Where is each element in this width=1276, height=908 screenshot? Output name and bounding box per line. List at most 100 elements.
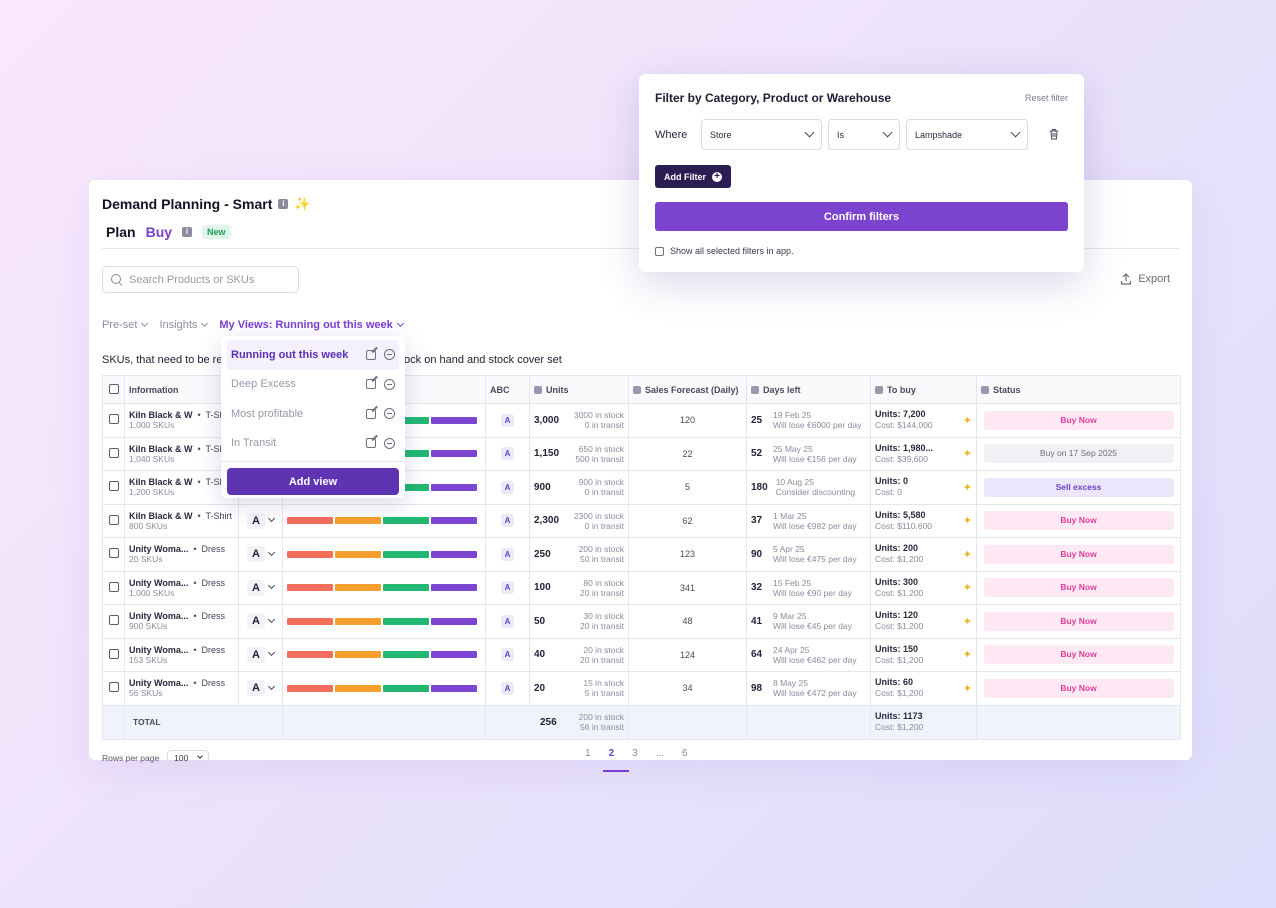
filter-value-select[interactable]: Lampshade <box>906 119 1028 150</box>
tab-buy[interactable]: Buy <box>145 224 173 240</box>
abc-select-cell[interactable]: A <box>238 671 283 706</box>
add-filter-button[interactable]: Add Filter + <box>655 165 731 188</box>
table-row[interactable]: Kiln Black & W • T-Shirt 800 SKUs A A 2,300 2… <box>102 503 1181 538</box>
run-out-date: 9 Mar 25 <box>773 611 807 622</box>
to-buy-cell: Units: 150 Cost: $1,200 ✦ <box>870 637 977 672</box>
remove-icon[interactable] <box>384 349 395 361</box>
sparkle-icon[interactable]: ✦ <box>962 414 972 427</box>
table-row[interactable]: Unity Woma... • Dress 900 SKUs A A 50 30 in s… <box>102 604 1181 639</box>
page-1[interactable]: 1 <box>585 748 591 759</box>
status-button[interactable]: Buy on 17 Sep 2025 <box>983 444 1174 464</box>
row-checkbox[interactable] <box>108 414 119 425</box>
row-checkbox[interactable] <box>108 648 119 659</box>
view-item[interactable]: Most profitable <box>227 399 399 429</box>
row-checkbox[interactable] <box>108 514 119 525</box>
filter-field-select[interactable]: Store <box>701 119 822 150</box>
add-view-button[interactable]: Add view <box>227 468 399 495</box>
product-name: Unity Woma... <box>129 678 189 689</box>
tab-bar: Plan Buy i New <box>106 224 231 240</box>
sparkle-icon[interactable]: ✦ <box>962 548 972 561</box>
show-filters-checkbox[interactable] <box>655 246 664 256</box>
sparkle-icon[interactable]: ✦ <box>962 448 972 461</box>
view-item-label: Deep Excess <box>231 378 296 391</box>
table-row[interactable]: Unity Woma... • Dress 20 SKUs A A 250 200 in … <box>102 537 1181 572</box>
show-filters-option: Show all selected filters in app. <box>655 246 794 256</box>
abc-select-cell[interactable]: A <box>238 537 283 572</box>
status-button[interactable]: Buy Now <box>983 678 1174 698</box>
row-checkbox[interactable] <box>108 548 119 559</box>
page-6[interactable]: 6 <box>682 748 688 759</box>
status-button[interactable]: Buy Now <box>983 645 1174 665</box>
insights-dropdown[interactable]: Insights <box>159 319 209 331</box>
my-views-list: Running out this week Deep Excess Most pro… <box>227 340 399 458</box>
new-badge: New <box>202 225 231 239</box>
page-3[interactable]: 3 <box>632 748 638 759</box>
edit-icon[interactable] <box>366 349 376 360</box>
row-checkbox[interactable] <box>108 615 119 626</box>
product-name: Kiln Black & W <box>129 410 193 421</box>
trash-icon[interactable] <box>1049 128 1059 140</box>
export-button[interactable]: Export <box>1120 273 1170 285</box>
view-item[interactable]: Running out this week <box>227 340 399 370</box>
search-input[interactable] <box>129 273 289 286</box>
abc-select-cell[interactable]: A <box>238 637 283 672</box>
table-row[interactable]: Unity Woma... • Dress 153 SKUs A A 40 20 in s… <box>102 637 1181 672</box>
sparkle-icon[interactable]: ✦ <box>962 515 972 528</box>
abc-select-cell[interactable]: A <box>238 604 283 639</box>
abc-select-cell[interactable]: A <box>238 570 283 605</box>
abc-pill: A <box>500 581 515 595</box>
header-to-buy[interactable]: To buy <box>870 375 977 404</box>
row-checkbox[interactable] <box>108 581 119 592</box>
header-sales-forecast[interactable]: Sales Forecast (Daily) <box>628 375 747 404</box>
tab-plan[interactable]: Plan <box>106 224 136 240</box>
remove-icon[interactable] <box>384 437 395 449</box>
info-icon[interactable]: i <box>278 199 289 209</box>
header-units[interactable]: Units <box>529 375 629 404</box>
units-cell: 40 20 in stock 20 in transit <box>529 637 629 672</box>
filter-operator-select[interactable]: Is <box>828 119 900 150</box>
sparkle-icon[interactable]: ✦ <box>962 582 972 595</box>
edit-icon[interactable] <box>366 408 376 419</box>
status-button[interactable]: Buy Now <box>983 611 1174 631</box>
view-selector-row: Pre-set Insights My Views: Running out t… <box>102 319 404 331</box>
sparkle-icon[interactable]: ✦ <box>962 481 972 494</box>
sparkle-icon[interactable]: ✦ <box>962 682 972 695</box>
status-button[interactable]: Buy Now <box>983 511 1174 531</box>
header-status[interactable]: Status <box>976 375 1181 404</box>
my-views-dropdown[interactable]: My Views: Running out this week <box>219 319 404 331</box>
view-item[interactable]: In Transit <box>227 429 399 459</box>
header-abc[interactable]: ABC <box>485 375 530 404</box>
table-row[interactable]: Unity Woma... • Dress 56 SKUs A A 20 15 in st… <box>102 671 1181 706</box>
status-button[interactable]: Sell excess <box>983 477 1174 497</box>
page-2[interactable]: 2 <box>608 748 615 759</box>
rows-per-page-select[interactable]: 100 <box>167 750 210 766</box>
my-views-label: My Views: Running out this week <box>219 319 393 331</box>
abc-select-cell[interactable]: A <box>238 503 283 538</box>
remove-icon[interactable] <box>384 408 395 420</box>
view-item[interactable]: Deep Excess <box>227 370 399 400</box>
info-icon[interactable]: i <box>182 227 193 237</box>
remove-icon[interactable] <box>384 378 395 390</box>
confirm-filters-button[interactable]: Confirm filters <box>655 202 1068 231</box>
preset-dropdown[interactable]: Pre-set <box>102 319 149 331</box>
table-row[interactable]: Unity Woma... • Dress 1,000 SKUs A A 100 80 i… <box>102 570 1181 605</box>
chevron-down-icon <box>267 682 276 690</box>
reset-filter-link[interactable]: Reset filter <box>1024 93 1068 103</box>
edit-icon[interactable] <box>366 379 376 390</box>
sparkle-icon[interactable]: ✦ <box>962 649 972 662</box>
row-checkbox[interactable] <box>108 481 119 492</box>
search-box[interactable] <box>102 266 299 293</box>
info-cell: Unity Woma... • Dress 56 SKUs <box>124 671 239 706</box>
row-checkbox[interactable] <box>108 682 119 693</box>
status-button[interactable]: Buy Now <box>983 544 1174 564</box>
sparkle-icon[interactable]: ✦ <box>962 615 972 628</box>
edit-icon[interactable] <box>366 438 376 449</box>
abc-pill: A <box>500 614 515 628</box>
status-button[interactable]: Buy Now <box>983 578 1174 598</box>
status-button[interactable]: Buy Now <box>983 410 1174 430</box>
to-buy-cost: Cost: $144,000 <box>875 420 933 431</box>
row-checkbox[interactable] <box>108 447 119 458</box>
select-all-checkbox[interactable] <box>108 383 119 394</box>
header-days-left[interactable]: Days left <box>746 375 871 404</box>
row-select-cell <box>102 537 125 572</box>
